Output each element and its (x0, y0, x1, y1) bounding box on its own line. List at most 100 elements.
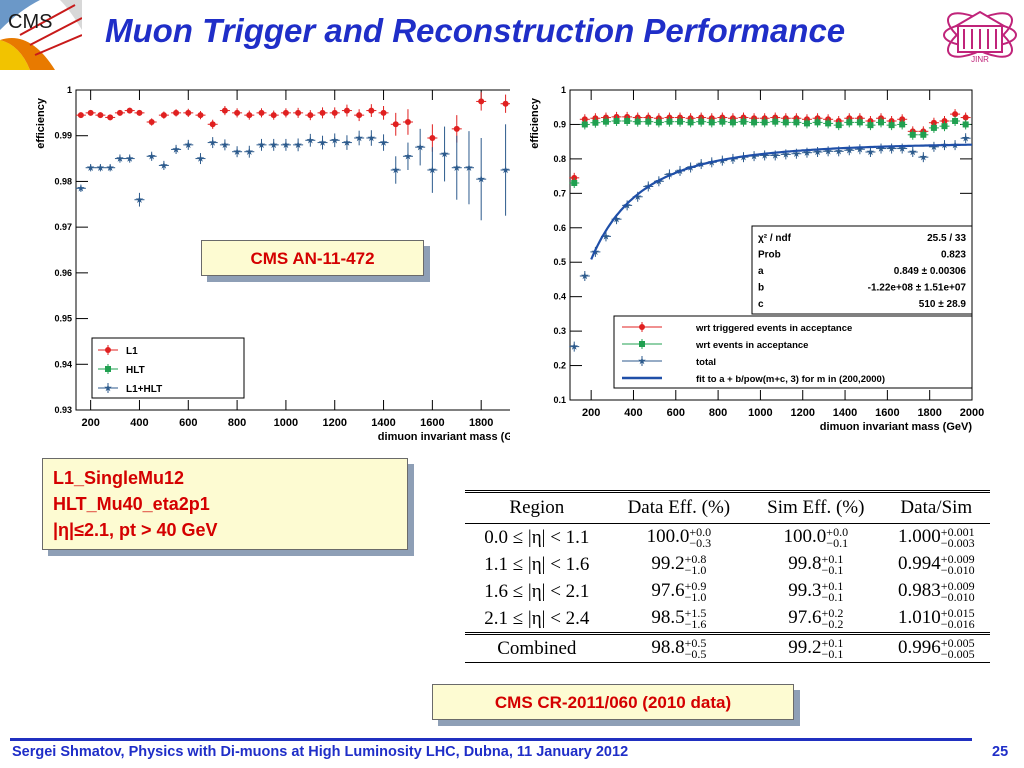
data-point (793, 119, 800, 126)
data-point (772, 118, 779, 125)
data-point (666, 118, 673, 125)
data-point (782, 119, 789, 126)
data-point (761, 119, 768, 126)
cms-logo-text: CMS (8, 11, 52, 33)
sim-eff-cell: 99.2 +0.1 −0.1 (749, 634, 883, 663)
data-point (331, 109, 338, 116)
ratio-cell: 1.000 +0.001 −0.003 (883, 524, 990, 552)
stats-label: b (758, 283, 764, 294)
data-point (740, 118, 747, 125)
data-point (634, 118, 641, 125)
x-tick-label: 1600 (875, 407, 899, 419)
stats-label: Prob (758, 250, 781, 261)
data-point (687, 119, 694, 126)
x-tick-label: 600 (179, 417, 197, 429)
data-point (343, 107, 350, 114)
ratio-cell: 0.996 +0.005 −0.005 (883, 634, 990, 663)
stats-value: 0.849 ± 0.00306 (894, 266, 967, 277)
sim-eff-cell-value: 99.2 (788, 637, 822, 659)
ratio-cell-uncertainty: +0.005 −0.005 (940, 635, 975, 661)
data-point (368, 107, 375, 114)
sim-eff-cell-uncertainty: +0.1 −0.1 (821, 635, 844, 661)
region-cell: 2.1 ≤ |η| < 2.4 (484, 607, 590, 629)
data-point (258, 109, 265, 116)
data-eff-cell: 97.6 +0.9 −1.0 (609, 578, 749, 605)
x-tick-label: 200 (81, 417, 99, 429)
data-point (835, 122, 842, 129)
ratio-cell: 1.010 +0.015 −0.016 (883, 605, 990, 634)
y-tick-label: 0.2 (553, 361, 566, 371)
data-eff-cell: 100.0 +0.0 −0.3 (609, 524, 749, 552)
data-point (909, 148, 917, 156)
data-point (356, 112, 363, 119)
table-header-cell: Data Eff. (%) (627, 497, 731, 518)
ratio-cell-value: 1.010 (898, 607, 941, 629)
data-point (209, 121, 216, 128)
data-point (330, 136, 339, 144)
sim-eff-cell: 99.3 +0.1 −0.1 (749, 578, 883, 605)
data-point (846, 119, 853, 126)
stats-frame (751, 225, 973, 315)
data-point (571, 180, 578, 186)
region-cell: 1.6 ≤ |η| < 2.1 (484, 580, 590, 602)
sim-eff-cell-value: 100.0 (783, 526, 827, 548)
data-point (404, 119, 411, 125)
legend-marker (638, 357, 646, 365)
data-point (148, 119, 155, 125)
data-point (719, 118, 726, 125)
trigger-line-hlt: HLT_Mu40_eta2p1 (53, 494, 210, 514)
data-point (477, 175, 485, 183)
stats-value: -1.22e+08 ± 1.51e+07 (868, 283, 967, 294)
x-tick-label: 1800 (917, 407, 941, 419)
legend-marker (105, 366, 111, 372)
data-point (887, 144, 896, 152)
data-point (867, 122, 874, 129)
data-point (877, 144, 885, 152)
y-tick-label: 0.98 (54, 176, 72, 186)
data-point (665, 170, 674, 178)
data-point (196, 154, 205, 162)
trigger-line-cuts: |η|≤2.1, pt > 40 GeV (53, 520, 218, 540)
data-point (77, 112, 84, 119)
series-l1-hlt (75, 124, 510, 221)
data-point (126, 107, 133, 114)
table-header-row: Region Data Eff. (%) Sim Eff. (%) Data/Sim (465, 491, 990, 524)
data-point (501, 166, 510, 174)
y-tick-label: 0.8 (553, 154, 566, 164)
x-tick-label: 1600 (420, 417, 444, 429)
legend-marker (639, 324, 645, 330)
data-point (782, 150, 790, 158)
cms-logo: CMS (0, 0, 82, 70)
data-point (221, 107, 228, 114)
sim-eff-cell-uncertainty: +0.2 −0.2 (821, 605, 844, 631)
x-axis-label: dimuon invariant mass (GeV) (820, 421, 973, 433)
stats-label: c (758, 299, 764, 310)
sim-eff-cell-uncertainty: +0.1 −0.1 (821, 578, 844, 604)
data-point (961, 134, 970, 142)
x-tick-label: 2000 (960, 407, 984, 419)
data-point (318, 138, 327, 146)
reference-an-box: CMS AN-11-472 (201, 240, 424, 276)
efficiency-chart-right: 200 400 600 800 1000 1200 1400 1600 1800 2000 0.1 0… (529, 85, 984, 433)
data-point (86, 163, 95, 171)
data-point (116, 154, 124, 162)
data-point (160, 112, 167, 119)
data-point (453, 125, 460, 132)
y-tick-label: 1 (561, 85, 566, 95)
data-point (184, 140, 193, 149)
y-tick-label: 0.96 (54, 268, 72, 278)
data-point (581, 272, 589, 280)
data-point (257, 140, 266, 149)
data-point (160, 161, 168, 169)
efficiency-table: Region Data Eff. (%) Sim Eff. (%) Data/Sim 0… (465, 490, 990, 663)
data-point (760, 151, 769, 159)
data-point (602, 118, 609, 125)
data-point (319, 109, 326, 116)
data-eff-cell-uncertainty: +0.0 −0.3 (689, 524, 712, 550)
data-point (116, 109, 123, 116)
data-point (962, 114, 969, 121)
fit-curve (590, 143, 972, 260)
data-point (502, 100, 509, 107)
ratio-cell-uncertainty: +0.001 −0.003 (940, 524, 975, 550)
efficiency-chart-left: 20040060080010001200140016001800200.930.… (35, 85, 510, 443)
